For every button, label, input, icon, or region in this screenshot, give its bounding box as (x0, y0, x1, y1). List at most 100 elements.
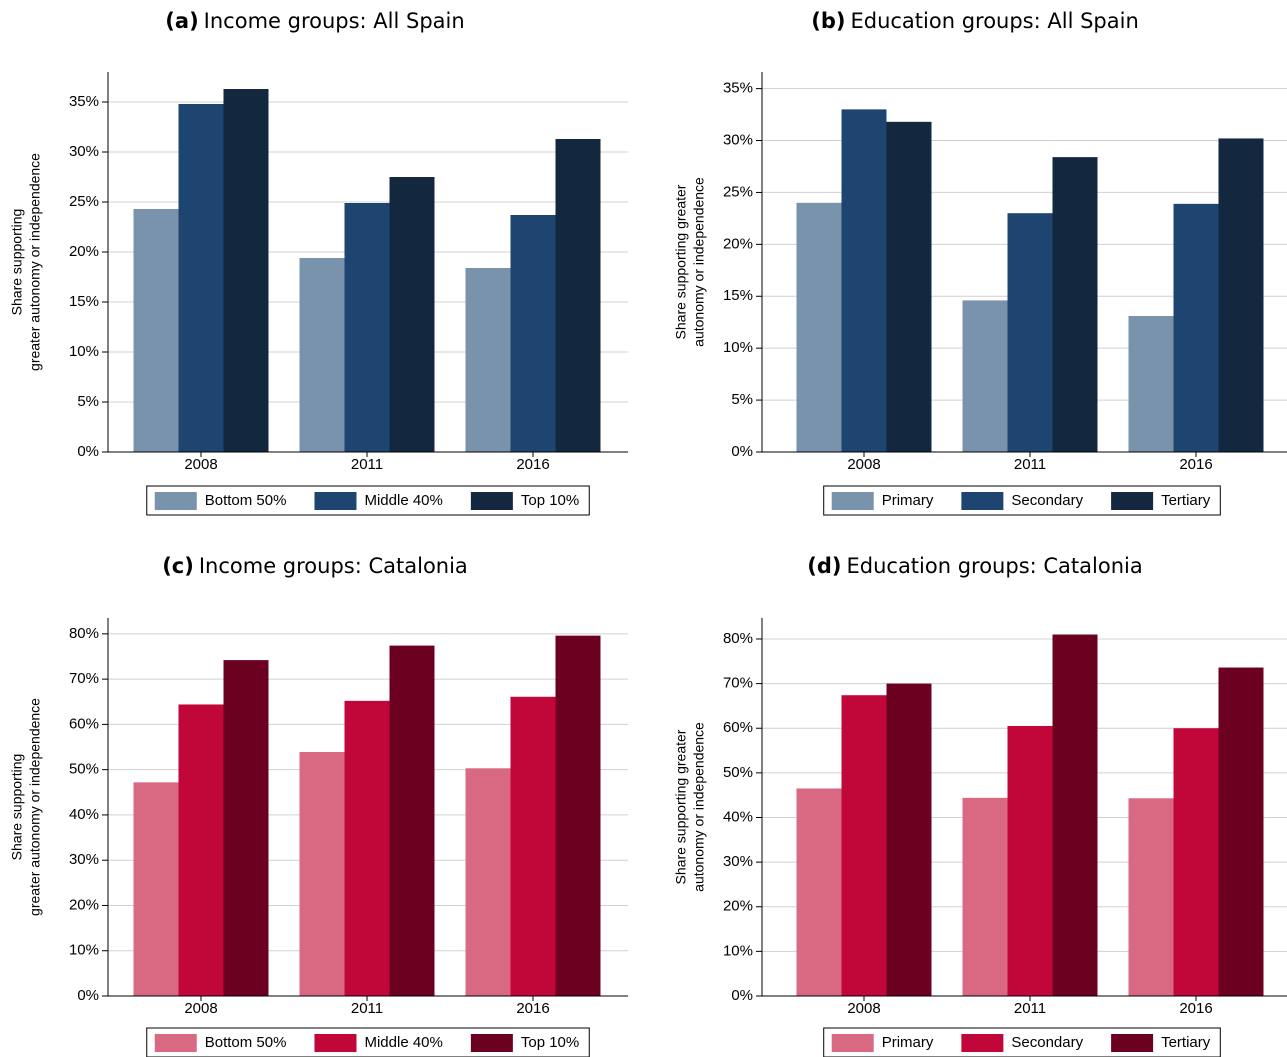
chart-title: (d) Education groups: Catalonia (807, 554, 1142, 578)
x-tick-label: 2016 (516, 456, 549, 473)
y-tick-label: 0% (77, 987, 99, 1004)
y-tick-label: 35% (723, 80, 753, 97)
panel-label: (c) (162, 554, 194, 578)
title-text: Income groups: Catalonia (199, 554, 468, 578)
y-tick-label: 20% (69, 243, 99, 260)
legend-label: Middle 40% (364, 492, 442, 509)
y-tick-label: 50% (69, 761, 99, 778)
legend-label: Secondary (1011, 1034, 1083, 1051)
y-tick-label: 25% (723, 183, 753, 200)
bar (510, 215, 556, 452)
legend-swatch (831, 492, 874, 510)
bar (389, 645, 435, 996)
y-tick-label: 30% (723, 853, 753, 870)
legend-swatch (154, 492, 197, 510)
legend-swatch (961, 1034, 1004, 1052)
y-tick-label: 20% (723, 235, 753, 252)
y-tick-label: 10% (723, 942, 753, 959)
bar (178, 704, 224, 996)
panel-label: (a) (165, 9, 198, 33)
legend-label: Primary (882, 1034, 934, 1051)
legend-swatch (470, 492, 513, 510)
bar (223, 660, 269, 996)
y-tick-label: 20% (723, 898, 753, 915)
y-tick-label: 0% (731, 987, 753, 1004)
panel: (d) Education groups: Catalonia Share supp… (673, 554, 1287, 1057)
legend-swatch (1111, 492, 1154, 510)
panel: (c) Income groups: Catalonia Share support… (9, 554, 628, 1057)
y-tick-label: 0% (731, 443, 753, 460)
y-axis-label: Share supporting (9, 754, 25, 861)
y-tick-label: 40% (69, 806, 99, 823)
panel-label: (b) (811, 9, 845, 33)
bar (1007, 726, 1053, 996)
x-tick-label: 2011 (351, 1000, 383, 1017)
bar (344, 203, 390, 452)
legend-swatch (154, 1034, 197, 1052)
bar (1173, 203, 1219, 452)
title-text: Income groups: All Spain (204, 9, 465, 33)
bar (1218, 138, 1264, 452)
bar (841, 695, 887, 996)
y-axis-label: greater autonomy or independence (27, 153, 43, 371)
y-tick-label: 25% (69, 193, 99, 210)
bar (1128, 315, 1174, 452)
bar (178, 104, 224, 452)
bar (133, 782, 179, 996)
legend-label: Bottom 50% (205, 492, 287, 509)
x-tick-label: 2016 (1179, 456, 1212, 473)
bar (886, 121, 932, 453)
y-tick-label: 30% (69, 851, 99, 868)
bar (962, 797, 1008, 996)
legend-label: Primary (882, 492, 934, 509)
y-tick-label: 30% (723, 131, 753, 148)
bar (841, 109, 887, 453)
y-tick-label: 30% (69, 143, 99, 160)
y-tick-label: 70% (69, 670, 99, 687)
y-axis-label: Share supporting greater (673, 184, 689, 339)
bar (465, 768, 511, 996)
y-tick-label: 60% (723, 719, 753, 736)
legend: Primary Secondary Tertiary (823, 1027, 1221, 1057)
y-tick-label: 10% (69, 942, 99, 959)
y-tick-label: 35% (69, 93, 99, 110)
legend-swatch (314, 1034, 357, 1052)
bar (344, 700, 390, 996)
panel-label: (d) (807, 554, 841, 578)
y-tick-label: 10% (723, 339, 753, 356)
x-tick-label: 2011 (1014, 456, 1046, 473)
y-axis-label: autonomy or independence (691, 722, 707, 892)
y-tick-label: 70% (723, 675, 753, 692)
bar (299, 258, 345, 452)
legend-label: Top 10% (521, 492, 579, 509)
chart-title: (a) Income groups: All Spain (165, 9, 464, 33)
legend-swatch (314, 492, 357, 510)
chart-title: (c) Income groups: Catalonia (162, 554, 468, 578)
title-text: Education groups: Catalonia (846, 554, 1142, 578)
x-tick-label: 2008 (847, 1000, 880, 1017)
y-tick-label: 80% (723, 630, 753, 647)
x-tick-label: 2011 (351, 456, 383, 473)
bar (510, 696, 556, 996)
bar (465, 268, 511, 452)
x-tick-label: 2016 (516, 1000, 549, 1017)
y-tick-label: 80% (69, 625, 99, 642)
bar (796, 202, 842, 452)
y-tick-label: 20% (69, 896, 99, 913)
bar (1173, 728, 1219, 996)
y-tick-label: 60% (69, 715, 99, 732)
panel: (a) Income groups: All Spain Share support… (9, 9, 628, 516)
bar (1052, 634, 1098, 996)
y-tick-label: 5% (77, 393, 99, 410)
bar (1128, 798, 1174, 996)
bar (962, 300, 1008, 452)
y-tick-label: 50% (723, 764, 753, 781)
bar (133, 209, 179, 452)
y-tick-label: 40% (723, 808, 753, 825)
panel: (b) Education groups: All Spain Share supp… (673, 9, 1287, 516)
y-axis-label: autonomy or independence (691, 177, 707, 347)
bar (1052, 157, 1098, 453)
legend: Bottom 50% Middle 40% Top 10% (146, 1027, 590, 1057)
legend-label: Secondary (1011, 492, 1083, 509)
y-tick-label: 15% (69, 293, 99, 310)
